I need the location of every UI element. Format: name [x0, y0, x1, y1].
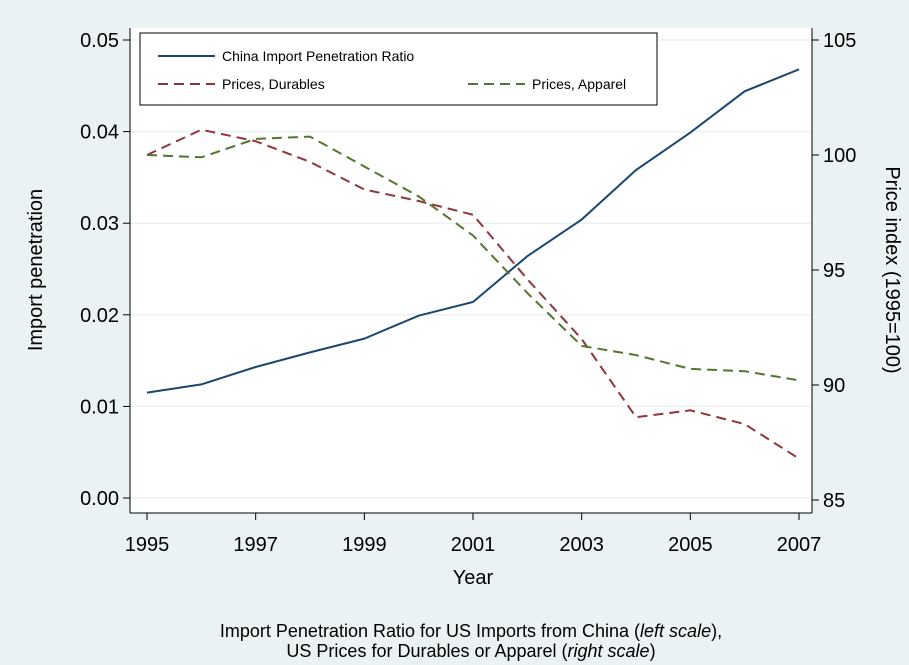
- x-tick-label: 1997: [233, 534, 278, 556]
- y-tick-label: 0.03: [80, 213, 119, 235]
- y2-tick-label: 90: [823, 375, 845, 397]
- legend-label: Prices, Apparel: [532, 76, 626, 92]
- x-tick-label: 2001: [451, 534, 496, 556]
- note-part: left scale: [640, 621, 711, 641]
- note-part: ): [650, 641, 656, 661]
- y-axis-title: Import penetration: [25, 189, 47, 351]
- note: Import Penetration Ratio for US Imports …: [220, 621, 722, 641]
- x-tick-label: 2003: [559, 534, 604, 556]
- y2-axis-title: Price index (1995=100): [881, 166, 903, 373]
- legend-label: China Import Penetration Ratio: [222, 48, 414, 64]
- y2-tick-label: 100: [823, 145, 856, 167]
- y2-tick-label: 105: [823, 30, 856, 52]
- x-tick-label: 2005: [668, 534, 713, 556]
- series-line: [146, 128, 800, 460]
- series-line: [146, 68, 800, 394]
- x-tick-label: 2007: [777, 534, 822, 556]
- y2-tick-label: 85: [823, 490, 845, 512]
- y-tick-label: 0.01: [80, 396, 119, 418]
- x-tick-label: 1999: [342, 534, 387, 556]
- y2-tick-label: 95: [823, 260, 845, 282]
- note: US Prices for Durables or Apparel (right…: [286, 641, 655, 661]
- y-tick-label: 0.00: [80, 488, 119, 510]
- series-line: [146, 135, 800, 382]
- note-part: Import Penetration Ratio for US Imports …: [220, 621, 640, 641]
- x-tick-label: 1995: [125, 534, 170, 556]
- legend-box: [139, 32, 658, 106]
- note-part: right scale: [568, 641, 650, 661]
- y-tick-label: 0.04: [80, 122, 119, 144]
- note-part: US Prices for Durables or Apparel (: [286, 641, 567, 661]
- x-axis-title: Year: [453, 567, 494, 589]
- plot-area: [130, 28, 812, 513]
- y-tick-label: 0.05: [80, 30, 119, 52]
- y-tick-label: 0.02: [80, 305, 119, 327]
- legend-label: Prices, Durables: [222, 76, 325, 92]
- note-part: ),: [711, 621, 722, 641]
